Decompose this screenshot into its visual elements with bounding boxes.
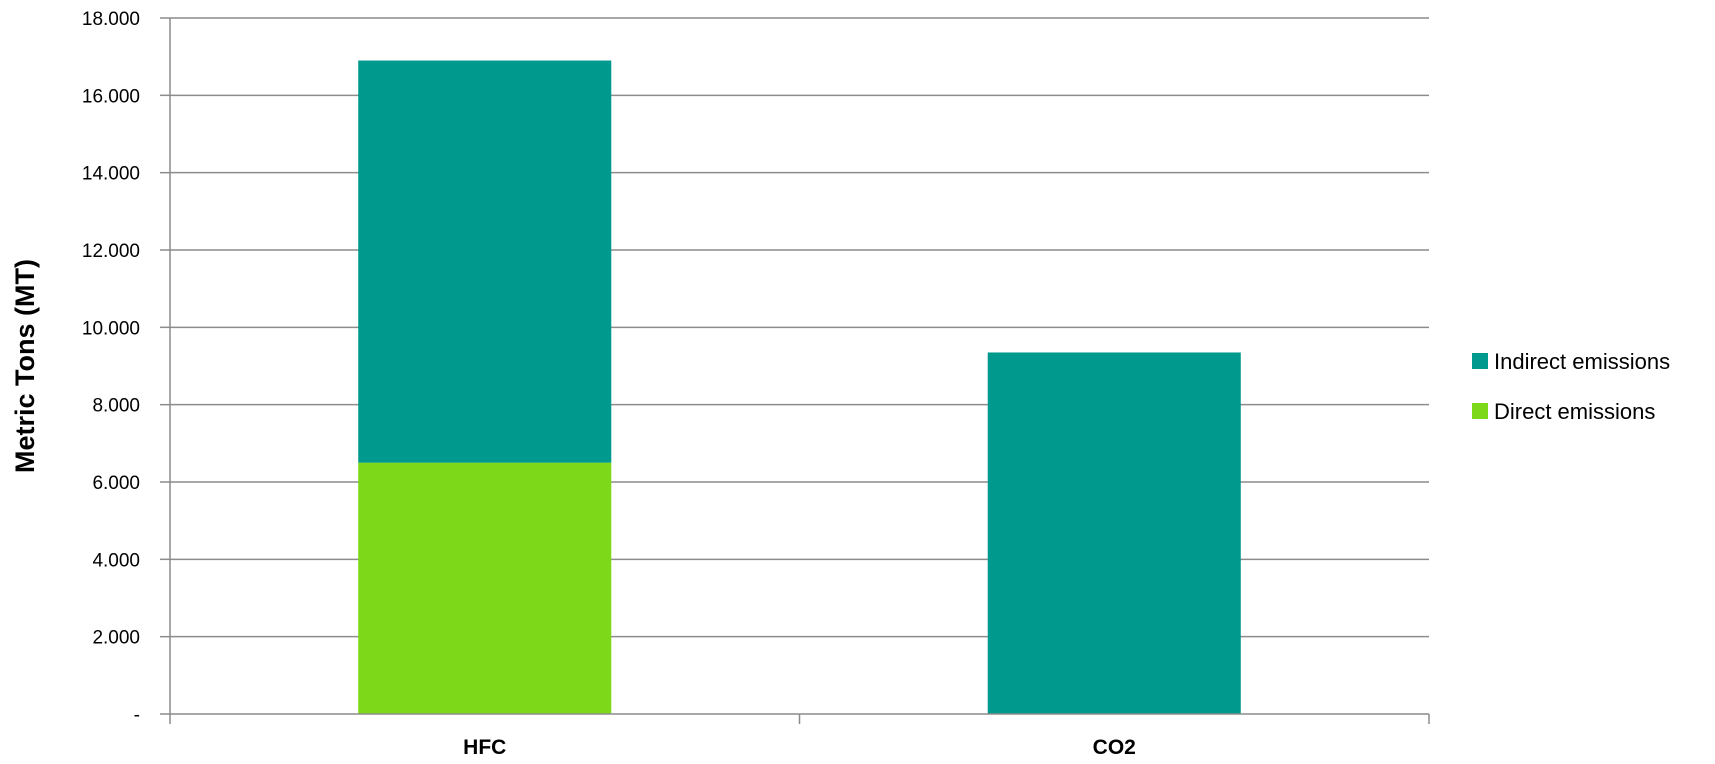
bar-co2-indirect-emissions: [987, 352, 1241, 714]
x-category-label: CO2: [1093, 736, 1136, 759]
y-tick-label: 16.000: [82, 86, 140, 107]
legend-swatch: [1472, 403, 1488, 419]
y-tick-label: 12.000: [82, 241, 140, 262]
y-tick-label: 14.000: [82, 164, 140, 185]
axes: [160, 17, 1430, 724]
y-tick-label: 8.000: [92, 396, 140, 417]
x-category-labels: HFC CO2: [463, 736, 1136, 759]
bars: [358, 60, 1241, 714]
y-tick-labels: - 2.000 4.000 6.000 8.000 10.000 12.000 14.000 1…: [82, 9, 140, 726]
y-tick-label: 18.000: [82, 9, 140, 30]
legend-swatch: [1472, 353, 1488, 369]
y-axis-title: Metric Tons (MT): [10, 259, 40, 473]
bar-hfc-direct-emissions: [358, 462, 612, 714]
y-tick-label: 4.000: [92, 550, 140, 571]
y-tick-label: 2.000: [92, 628, 140, 649]
x-category-label: HFC: [463, 736, 506, 759]
bar-hfc-indirect-emissions: [358, 60, 612, 463]
legend: Indirect emissions Direct emissions: [1472, 349, 1670, 424]
legend-label: Indirect emissions: [1494, 349, 1670, 374]
y-tick-label: -: [134, 705, 140, 726]
legend-label: Direct emissions: [1494, 399, 1655, 424]
y-tick-label: 10.000: [82, 318, 140, 339]
y-tick-label: 6.000: [92, 473, 140, 494]
